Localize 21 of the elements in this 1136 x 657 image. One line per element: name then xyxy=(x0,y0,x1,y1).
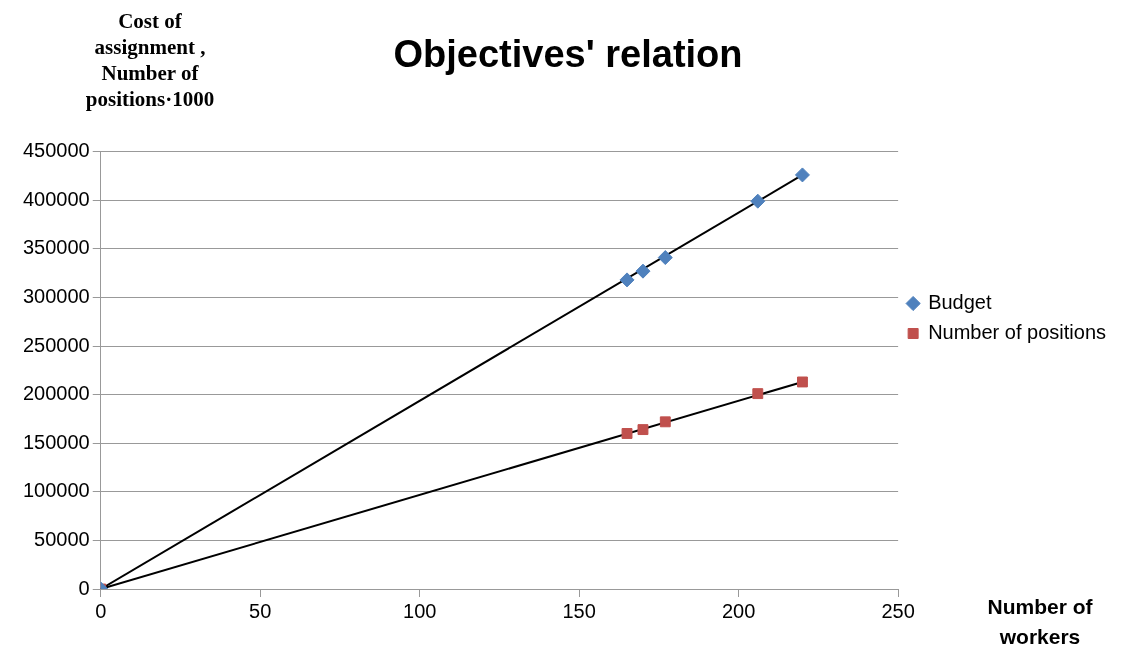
y-tick-label: 0 xyxy=(78,576,90,599)
y-tick-label: 50000 xyxy=(34,527,90,550)
y-tick-label: 300000 xyxy=(22,284,90,307)
legend-label: Number of positions xyxy=(928,321,1107,344)
y-axis-title: Cost of assignment , Number of positions·1000 xyxy=(84,8,216,112)
x-tick-label: 250 xyxy=(881,599,915,622)
y-tick-label: 350000 xyxy=(22,236,90,259)
y-tick-label: 150000 xyxy=(22,430,90,453)
y-tick-label: 450000 xyxy=(22,139,90,162)
y-tick-label: 250000 xyxy=(22,333,90,356)
y-tick-label: 100000 xyxy=(22,479,90,502)
x-tick-label: 50 xyxy=(249,599,272,622)
legend-label: Budget xyxy=(928,291,992,314)
x-tick-label: 200 xyxy=(721,599,756,622)
y-tick-label: 400000 xyxy=(22,187,90,210)
x-tick-label: 150 xyxy=(562,599,596,622)
chart-title: Objectives' relation xyxy=(393,33,743,76)
x-tick-label: 100 xyxy=(403,599,437,622)
y-tick-label: 200000 xyxy=(22,382,90,405)
x-axis-title: Number of workers xyxy=(986,594,1094,650)
x-tick-label: 0 xyxy=(95,599,107,622)
